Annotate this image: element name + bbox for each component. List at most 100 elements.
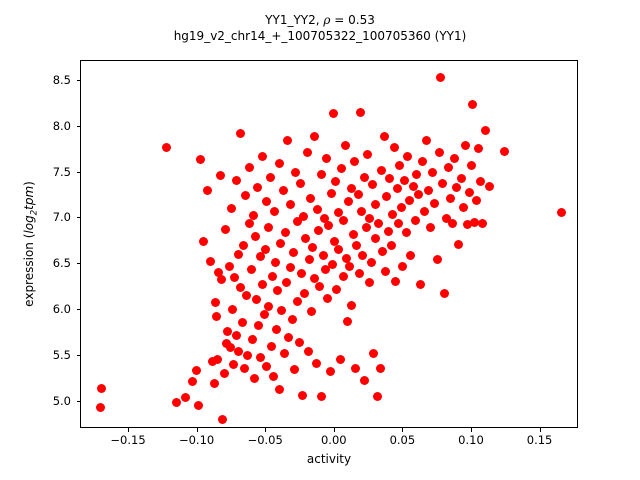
y-tick-label: 6.0	[52, 302, 71, 316]
scatter-point	[365, 213, 375, 223]
scatter-point	[334, 245, 344, 255]
y-axis-label: expression (log2tpm)	[22, 60, 40, 428]
scatter-point	[313, 225, 323, 235]
scatter-point	[401, 227, 411, 237]
scatter-point	[383, 226, 393, 236]
scatter-point	[191, 365, 201, 375]
x-tick-mark	[196, 428, 198, 432]
scatter-point	[340, 140, 350, 150]
scatter-point	[484, 181, 494, 191]
scatter-point	[358, 250, 368, 260]
scatter-point	[408, 181, 418, 191]
scatter-point	[248, 211, 258, 221]
scatter-point	[231, 175, 241, 185]
scatter-point	[280, 227, 290, 237]
scatter-point	[371, 200, 381, 210]
scatter-point	[304, 255, 314, 265]
scatter-point	[209, 378, 219, 388]
x-tick-label: 0.05	[389, 433, 416, 447]
scatter-point	[210, 298, 220, 308]
scatter-point	[241, 290, 251, 300]
scatter-point	[306, 307, 316, 317]
scatter-point	[265, 172, 275, 182]
y-axis-label-sub: 2	[29, 209, 40, 216]
scatter-point	[355, 107, 365, 117]
scatter-point	[326, 189, 336, 199]
scatter-point	[341, 254, 351, 264]
y-tick-label: 8.0	[52, 118, 71, 133]
scatter-point	[233, 249, 243, 259]
scatter-point	[435, 72, 445, 82]
scatter-point	[273, 286, 283, 296]
scatter-point	[300, 289, 310, 299]
x-tick-label: 0.00	[320, 433, 347, 447]
scatter-point	[355, 268, 364, 278]
scatter-point	[255, 252, 265, 262]
scatter-point	[195, 155, 205, 165]
scatter-point	[214, 267, 224, 277]
scatter-point	[410, 215, 420, 225]
scatter-point	[250, 374, 260, 384]
scatter-point	[330, 177, 340, 187]
y-tick-label: 8.5	[52, 73, 71, 88]
scatter-point	[368, 180, 378, 190]
y-tick-label: 5.0	[52, 393, 71, 408]
scatter-point	[398, 261, 408, 271]
scatter-point	[250, 232, 260, 242]
scatter-point	[481, 126, 491, 136]
scatter-point	[376, 166, 386, 176]
scatter-point	[475, 177, 485, 187]
scatter-point	[426, 223, 436, 233]
scatter-point	[303, 346, 313, 356]
scatter-point	[471, 195, 481, 205]
scatter-point	[462, 220, 472, 230]
scatter-point	[215, 170, 225, 180]
scatter-point	[311, 358, 321, 368]
scatter-point	[325, 366, 335, 376]
scatter-point	[293, 216, 303, 226]
scatter-point	[324, 221, 334, 231]
scatter-point	[422, 136, 432, 146]
scatter-point	[468, 99, 478, 109]
scatter-point	[308, 243, 318, 253]
scatter-point	[432, 255, 442, 265]
scatter-point	[294, 338, 304, 348]
scatter-point	[254, 321, 264, 331]
scatter-point	[452, 182, 462, 192]
scatter-point	[442, 213, 452, 223]
scatter-point	[337, 163, 347, 173]
scatter-point	[378, 246, 388, 256]
scatter-point	[328, 108, 338, 118]
scatter-point	[374, 218, 384, 228]
scatter-point	[217, 275, 227, 285]
scatter-point	[450, 154, 460, 164]
scatter-point	[420, 206, 430, 216]
scatter-point	[375, 364, 385, 374]
scatter-point	[193, 400, 203, 410]
scatter-point	[228, 304, 238, 314]
scatter-point	[252, 294, 262, 304]
y-tick-label: 7.0	[52, 210, 71, 225]
scatter-point	[302, 148, 312, 158]
scatter-point	[299, 212, 309, 222]
scatter-point	[357, 206, 367, 216]
scatter-point	[256, 353, 266, 363]
scatter-point	[313, 204, 323, 214]
scatter-point	[352, 241, 362, 251]
scatter-point	[418, 157, 428, 167]
scatter-point	[239, 364, 249, 374]
scatter-point	[448, 218, 458, 228]
scatter-point	[381, 267, 391, 277]
x-tick-mark	[265, 428, 267, 432]
scatter-point	[244, 218, 254, 228]
scatter-point	[284, 332, 294, 342]
scatter-point	[438, 179, 447, 189]
y-tick-mark	[76, 125, 80, 127]
y-tick-mark	[76, 80, 80, 82]
scatter-point	[473, 144, 483, 154]
scatter-point	[161, 142, 171, 152]
y-tick-mark	[76, 400, 80, 402]
scatter-point	[370, 234, 380, 244]
scatter-point	[391, 277, 401, 287]
scatter-point	[444, 162, 454, 172]
